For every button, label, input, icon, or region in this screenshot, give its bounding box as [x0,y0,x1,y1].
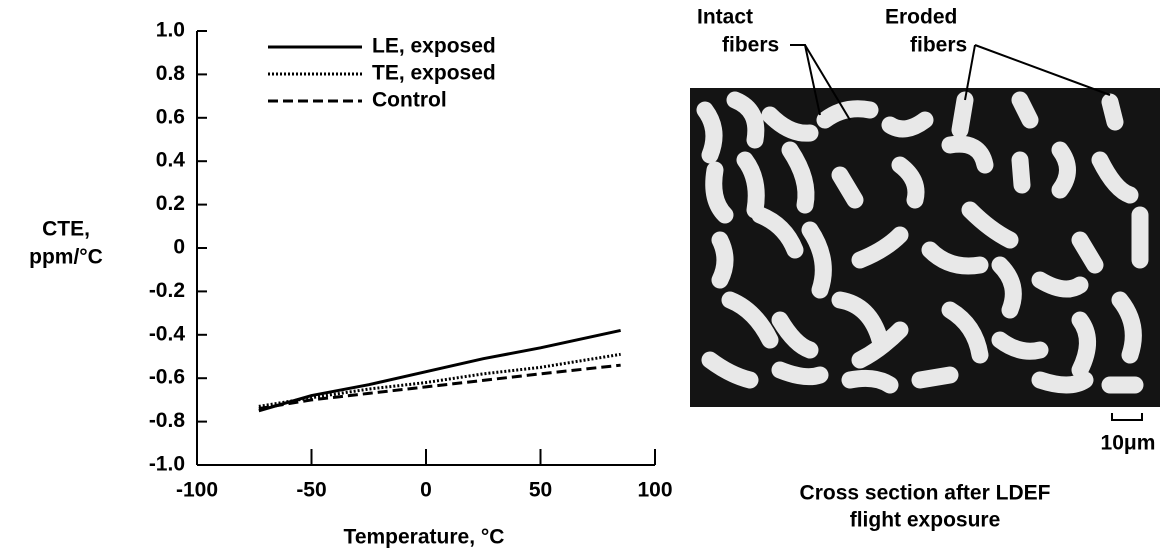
y-tick-label: -1.0 [149,453,185,476]
fiber-shapes [696,91,1149,394]
micrograph [690,88,1160,407]
annotation: fibers [722,34,779,57]
x-axis-label: Temperature, °C [344,526,505,549]
y-axis-label: ppm/°C [29,246,103,269]
scale-label: 10μm [1101,432,1156,455]
scale-bar [1111,413,1143,421]
leader-line [964,44,976,101]
line [258,363,621,411]
legend-label: TE, exposed [372,62,496,85]
legend-label: LE, exposed [372,35,496,58]
x-tick-label: -100 [176,479,218,502]
annotation: Intact [697,6,753,29]
y-axis-label: CTE, [42,218,90,241]
y-tick-label: 0.8 [156,62,186,85]
y-tick-label: 0.6 [156,105,185,128]
y-tick-label: -0.6 [149,366,185,389]
y-tick-label: 1.0 [156,19,185,42]
x-tick-label: 50 [529,479,552,502]
line [258,352,621,408]
annotation: Eroded [885,6,957,29]
caption: Cross section after LDEF [800,482,1051,505]
line [258,328,621,413]
leader-line [974,44,1111,96]
annotation: fibers [910,34,967,57]
caption: flight exposure [850,509,1001,532]
leader-line [804,44,851,121]
x-tick-label: 0 [420,479,432,502]
annotation-leaders [790,44,1143,421]
x-tick-label: -50 [296,479,326,502]
y-tick-label: -0.8 [149,409,186,432]
y-tick-label: 0.4 [156,149,186,172]
y-tick-label: -0.2 [149,279,185,302]
y-tick-label: -0.4 [149,322,186,345]
y-tick-label: 0.2 [156,192,185,215]
legend-label: Control [372,89,447,112]
y-tick-label: 0 [173,236,185,259]
x-tick-label: 100 [637,479,672,502]
